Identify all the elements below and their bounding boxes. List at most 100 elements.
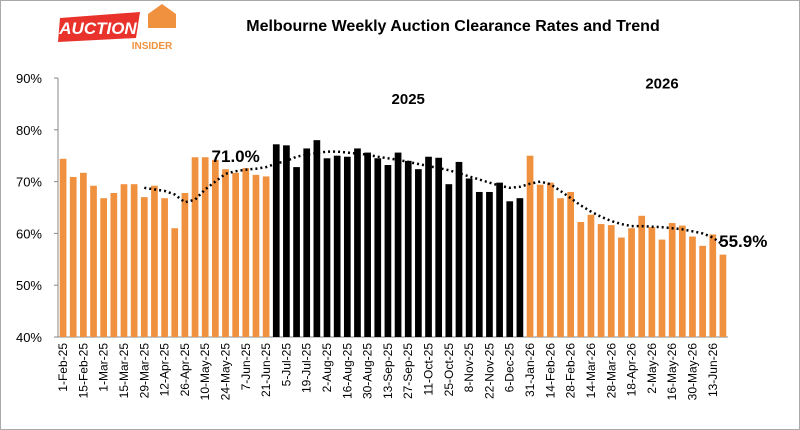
bar <box>455 161 463 337</box>
x-tick-label: 28-Mar-26 <box>604 343 618 399</box>
bar <box>283 145 290 337</box>
x-tick-label: 15-Feb-25 <box>76 343 90 399</box>
bar <box>577 222 585 337</box>
bar <box>303 148 311 337</box>
annotation: 2025 <box>392 91 425 108</box>
x-tick-label: 25-Oct-25 <box>442 343 456 397</box>
x-tick-label: 16-May-26 <box>665 343 679 401</box>
bar <box>323 158 331 337</box>
x-tick-label: 27-Sep-25 <box>401 343 415 399</box>
bar <box>313 140 321 337</box>
bar <box>415 169 422 337</box>
bar <box>689 236 696 337</box>
bar <box>699 245 706 337</box>
annotation: 2026 <box>645 75 678 92</box>
x-tick-label: 13-Sep-25 <box>381 343 395 399</box>
bar <box>262 176 270 337</box>
bar <box>516 198 524 337</box>
y-tick-label: 40% <box>16 330 42 345</box>
y-tick-label: 90% <box>16 71 42 86</box>
bar <box>140 197 148 337</box>
bar <box>151 185 158 337</box>
x-tick-label: 18-Apr-26 <box>625 343 639 397</box>
bar <box>668 223 676 337</box>
x-tick-label: 24-May-25 <box>219 343 233 401</box>
bar <box>709 234 717 337</box>
bar <box>445 184 453 337</box>
annotation: 71.0% <box>212 147 260 166</box>
bar <box>475 191 483 337</box>
annotation: 55.9% <box>719 232 767 251</box>
bar <box>252 174 260 337</box>
x-tick-label: 21-Jun-25 <box>259 343 273 397</box>
bar <box>80 172 87 337</box>
y-tick-label: 70% <box>16 175 42 190</box>
logo-text: AUCTION <box>58 19 137 38</box>
bar <box>506 201 514 337</box>
bar <box>191 157 199 337</box>
logo-house <box>148 4 176 28</box>
x-tick-label: 7-Jun-25 <box>239 343 253 391</box>
bar <box>272 144 280 337</box>
x-tick-label: 1-Mar-25 <box>97 343 111 392</box>
bar <box>394 152 402 337</box>
x-tick-label: 6-Dec-25 <box>503 343 517 393</box>
bar <box>628 228 635 337</box>
y-tick-label: 50% <box>16 278 42 293</box>
bar <box>618 237 625 337</box>
bar <box>222 169 229 337</box>
bar <box>638 215 646 337</box>
x-tick-label: 10-May-25 <box>198 343 212 401</box>
x-tick-label: 14-Feb-26 <box>543 343 557 399</box>
bar <box>384 165 392 337</box>
bar <box>658 239 666 337</box>
logo-subtext: INSIDER <box>132 41 173 52</box>
bar <box>90 185 97 337</box>
bar <box>425 156 432 337</box>
x-tick-label: 15-Mar-25 <box>117 343 131 399</box>
bar <box>354 148 361 337</box>
x-tick-label: 26-Apr-25 <box>178 343 192 397</box>
bar <box>465 178 473 337</box>
x-tick-label: 12-Apr-25 <box>158 343 172 397</box>
bar <box>293 167 300 337</box>
x-tick-label: 30-Aug-25 <box>361 343 375 399</box>
bar <box>211 159 219 337</box>
bar <box>171 228 179 337</box>
x-tick-label: 5-Jul-25 <box>279 343 293 387</box>
bar <box>536 184 544 337</box>
x-tick-label: 16-Aug-25 <box>340 343 354 399</box>
x-tick-label: 1-Feb-25 <box>56 343 70 392</box>
bar <box>181 192 189 337</box>
logo-banner <box>58 12 140 42</box>
bar <box>719 254 727 337</box>
bar <box>374 158 382 337</box>
x-tick-label: 28-Feb-26 <box>564 343 578 399</box>
x-tick-label: 29-Mar-25 <box>137 343 151 399</box>
bar <box>404 160 412 337</box>
bar <box>597 224 605 337</box>
x-tick-label: 8-Nov-25 <box>462 343 476 393</box>
bar <box>59 158 67 337</box>
bar <box>496 182 503 337</box>
y-tick-label: 60% <box>16 226 42 241</box>
bar <box>120 184 128 337</box>
x-tick-label: 30-May-26 <box>685 343 699 401</box>
bar <box>201 157 209 337</box>
bar <box>557 198 564 337</box>
x-tick-label: 22-Nov-25 <box>482 343 496 399</box>
bar <box>435 157 443 337</box>
bar <box>648 227 656 337</box>
bar <box>161 198 168 337</box>
bar <box>587 214 595 337</box>
x-tick-label: 31-Jan-26 <box>523 343 537 397</box>
bar <box>343 156 351 337</box>
bar <box>232 172 240 337</box>
chart-title: Melbourne Weekly Auction Clearance Rates… <box>246 18 659 35</box>
bar <box>69 176 77 337</box>
bar <box>100 198 108 337</box>
bar <box>130 184 138 337</box>
bar <box>546 182 554 337</box>
x-tick-label: 11-Oct-25 <box>422 343 436 396</box>
bar <box>567 191 575 337</box>
